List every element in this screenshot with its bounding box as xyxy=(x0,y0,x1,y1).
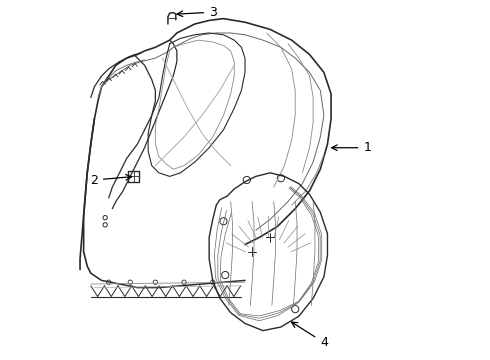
Text: 4: 4 xyxy=(292,322,328,349)
Text: 1: 1 xyxy=(332,141,371,154)
Text: 2: 2 xyxy=(90,174,131,186)
Text: 3: 3 xyxy=(177,6,217,19)
